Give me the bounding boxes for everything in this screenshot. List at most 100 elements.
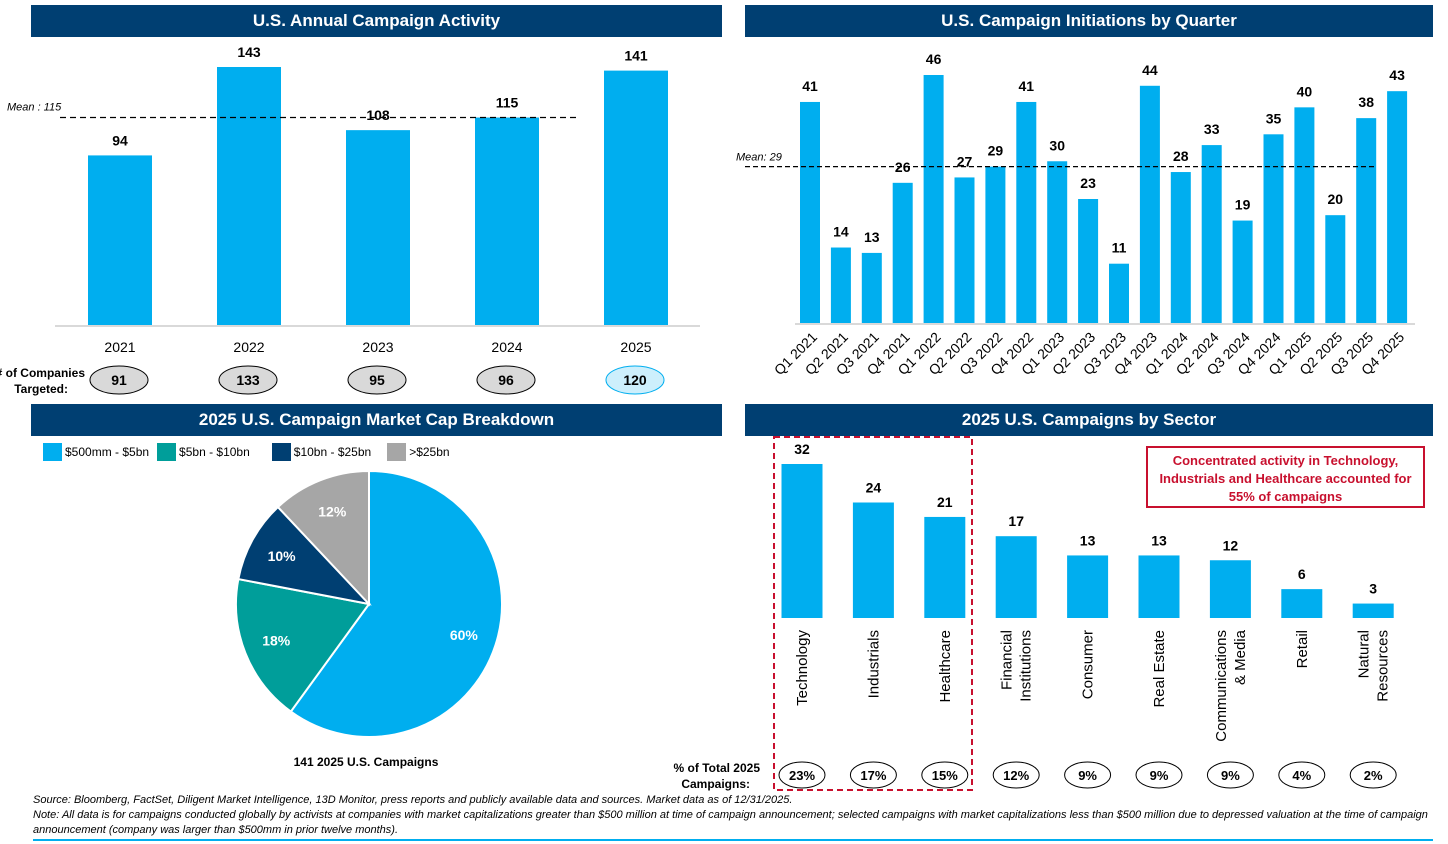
bar <box>1356 118 1377 323</box>
data-label: 13 <box>864 229 880 245</box>
bar <box>217 67 281 325</box>
data-label: 35 <box>1266 110 1282 126</box>
slice-label: 10% <box>268 548 297 564</box>
category-label: Natural <box>1356 630 1373 678</box>
data-label: 24 <box>866 480 882 496</box>
pct-row-label: Campaigns: <box>681 777 750 791</box>
bar <box>1232 220 1253 323</box>
bar <box>1139 85 1160 323</box>
category-label: Financial <box>999 630 1016 690</box>
legend-item: $10bn - $25bn <box>271 443 372 461</box>
bar <box>954 177 975 323</box>
pct-ellipse <box>921 761 969 789</box>
pct-of-total: 9% <box>1078 768 1097 783</box>
bar <box>1263 134 1284 323</box>
pct-of-total: 17% <box>860 768 886 783</box>
pie-legend: $500mm - $5bn $5bn - $10bn $10bn - $25bn… <box>43 443 450 461</box>
data-label: 143 <box>237 44 261 60</box>
annual-activity-title: U.S. Annual Campaign Activity <box>31 5 722 37</box>
sector-callout: Concentrated activity in Technology, Ind… <box>1146 446 1425 508</box>
companies-targeted-value: 95 <box>369 372 385 388</box>
companies-ellipse <box>89 365 149 395</box>
data-label: 12 <box>1223 537 1239 553</box>
slice-label: 12% <box>318 503 347 519</box>
data-label: 3 <box>1369 581 1377 597</box>
category-label: Consumer <box>1080 630 1097 699</box>
pct-ellipse <box>992 761 1040 789</box>
row-label: # of Companies <box>0 366 85 380</box>
legend-item: $5bn - $10bn <box>157 443 250 461</box>
bar <box>475 117 539 325</box>
pct-row-label: % of Total 2025 <box>674 761 761 775</box>
pct-of-total: 15% <box>932 768 958 783</box>
pct-ellipse <box>1206 761 1254 789</box>
category-label: Real Estate <box>1151 630 1168 708</box>
data-label: 38 <box>1358 94 1374 110</box>
quarterly-initiations-title: U.S. Campaign Initiations by Quarter <box>745 5 1433 37</box>
bar <box>1078 199 1099 323</box>
bar <box>1387 91 1408 323</box>
companies-ellipse <box>476 365 536 395</box>
data-label: 14 <box>833 224 849 240</box>
data-label: 13 <box>1151 532 1167 548</box>
data-label: 46 <box>926 51 942 67</box>
data-label: 11 <box>1112 240 1127 256</box>
pct-of-total: 9% <box>1150 768 1169 783</box>
data-label: 115 <box>496 95 519 111</box>
tick-label: 2024 <box>491 339 522 355</box>
pct-ellipse <box>1135 761 1183 789</box>
pie-slice <box>289 469 503 738</box>
bar <box>892 182 913 323</box>
category-label: Resources <box>1375 630 1392 702</box>
companies-targeted-value: 120 <box>623 372 647 388</box>
data-label: 108 <box>366 107 390 123</box>
legend-label: $5bn - $10bn <box>179 445 250 459</box>
pct-ellipse <box>1349 761 1397 789</box>
pct-of-total: 4% <box>1292 768 1311 783</box>
slice-label: 60% <box>450 627 479 643</box>
legend-swatch <box>43 443 62 461</box>
bar <box>346 130 410 325</box>
legend-swatch <box>157 443 177 461</box>
legend-swatch <box>387 443 407 461</box>
tick-label: 2023 <box>362 339 393 355</box>
bar <box>923 75 944 323</box>
category-label: Industrials <box>865 630 882 698</box>
data-note: Note: All data is for campaigns conducte… <box>33 809 1428 836</box>
data-label: 30 <box>1049 137 1065 153</box>
category-label: Technology <box>794 630 811 706</box>
data-label: 43 <box>1389 67 1405 83</box>
bar <box>924 516 966 618</box>
data-label: 40 <box>1297 83 1313 99</box>
pct-ellipse <box>849 761 897 789</box>
pct-of-total: 9% <box>1221 768 1240 783</box>
category-label: Retail <box>1294 630 1311 668</box>
sector-title: 2025 U.S. Campaigns by Sector <box>745 404 1433 436</box>
mean-label: Mean: 29 <box>736 152 782 164</box>
data-label: 20 <box>1328 191 1344 207</box>
category-label: Institutions <box>1018 630 1035 702</box>
pie-slice <box>276 469 370 607</box>
companies-targeted-value: 91 <box>111 372 127 388</box>
legend-item: >$25bn <box>387 443 450 461</box>
data-label: 13 <box>1080 532 1096 548</box>
pie-slice <box>237 505 372 606</box>
legend-swatch <box>271 443 291 461</box>
pie-caption: 141 2025 U.S. Campaigns <box>294 755 439 769</box>
bar <box>1047 161 1068 323</box>
data-label: 26 <box>895 159 911 175</box>
data-label: 27 <box>957 153 973 169</box>
mean-label: Mean : 115 <box>7 102 62 114</box>
bar <box>852 502 894 618</box>
market-cap-title: 2025 U.S. Campaign Market Cap Breakdown <box>31 404 722 436</box>
category-label: Healthcare <box>937 630 954 703</box>
legend-label: $10bn - $25bn <box>293 445 372 459</box>
bar <box>1352 603 1394 618</box>
data-label: 21 <box>937 494 953 510</box>
companies-ellipse <box>605 365 665 395</box>
data-label: 32 <box>794 441 810 457</box>
companies-targeted-value: 96 <box>498 372 514 388</box>
bar <box>1325 215 1346 323</box>
companies-ellipse <box>347 365 407 395</box>
